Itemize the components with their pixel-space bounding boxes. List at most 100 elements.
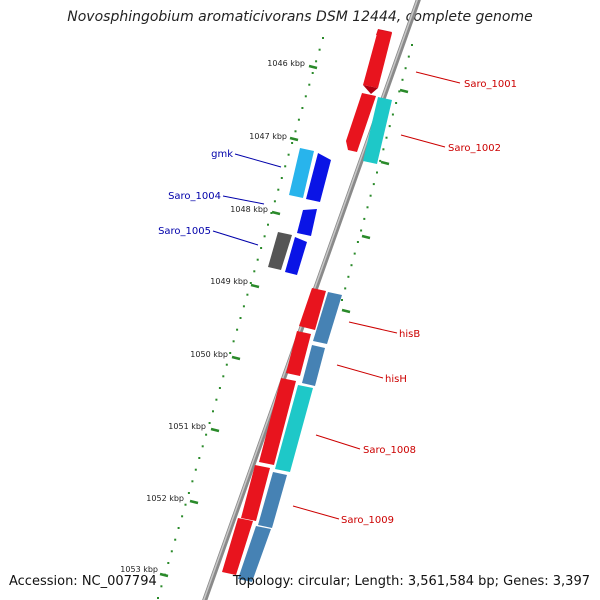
gene-blue-small[interactable] <box>297 209 317 236</box>
gene-hisb-red[interactable] <box>299 288 326 330</box>
gene-saro-1009-red-a[interactable] <box>241 465 270 521</box>
track-dot <box>297 118 300 121</box>
gene-label-saro-1004[interactable]: Saro_1004 <box>168 191 221 202</box>
axis-tick-1048: 1048 kbp <box>230 205 281 216</box>
gene-saro-1002-red[interactable] <box>346 93 376 152</box>
track-dot <box>187 492 190 494</box>
track-dot <box>236 328 239 331</box>
axis-label-1047: 1047 kbp <box>249 132 287 141</box>
track-dot <box>366 206 369 209</box>
gene-label-saro-1001[interactable]: Saro_1001 <box>464 79 517 90</box>
left-dotted-track <box>157 37 324 599</box>
track-dot <box>194 468 197 471</box>
track-dot <box>341 299 343 301</box>
track-dot <box>215 398 218 401</box>
track-dot <box>287 153 290 156</box>
track-dot <box>391 113 394 116</box>
track-dot <box>198 457 201 459</box>
track-dot <box>232 340 235 343</box>
axis-label-1046: 1046 kbp <box>267 59 305 68</box>
track-dot <box>260 247 263 249</box>
topology-text: Topology: circular; Length: 3,561,584 bp… <box>232 574 590 589</box>
track-dot <box>184 503 187 506</box>
gene-label-saro-1008[interactable]: Saro_1008 <box>363 445 416 456</box>
track-dot <box>277 188 280 191</box>
gene-saro-1005-gray[interactable] <box>268 232 292 270</box>
genome-title: Novosphingobium aromaticivorans DSM 1244… <box>67 9 533 25</box>
track-dot <box>205 433 208 436</box>
track-dot <box>344 287 347 290</box>
gene-saro-1009-steel-a[interactable] <box>258 472 287 528</box>
track-dot <box>311 72 314 74</box>
track-dot <box>157 597 159 599</box>
track-dot <box>322 37 324 39</box>
axis-label-1050: 1050 kbp <box>190 350 228 359</box>
axis-tick-1047: 1047 kbp <box>249 132 299 142</box>
track-dot <box>379 159 382 162</box>
callout-lines-left <box>212 153 282 246</box>
track-dot <box>177 527 180 529</box>
track-dot <box>318 48 321 51</box>
right-dotted-track <box>341 44 413 301</box>
gene-saro-1004-dark[interactable] <box>306 153 331 202</box>
track-dot <box>160 585 163 588</box>
track-dot <box>201 445 204 448</box>
track-dot <box>191 480 194 483</box>
track-dot <box>239 317 242 319</box>
track-dot <box>382 148 385 151</box>
right-track-markers <box>341 88 409 314</box>
track-dot <box>350 264 353 267</box>
axis-label-1048: 1048 kbp <box>230 205 268 214</box>
track-dot <box>212 410 214 413</box>
track-dot <box>398 90 401 93</box>
track-dot <box>315 60 318 63</box>
track-dot <box>170 550 173 553</box>
axis-label-1051: 1051 kbp <box>168 422 206 431</box>
track-dot <box>167 562 170 564</box>
gene-label-saro-1009[interactable]: Saro_1009 <box>341 515 394 526</box>
track-dot <box>225 363 228 366</box>
track-dot <box>246 293 249 296</box>
gene-label-saro-1002[interactable]: Saro_1002 <box>448 143 501 154</box>
track-dot <box>407 55 410 58</box>
gene-saro-1002-cyan[interactable] <box>363 97 392 164</box>
gene-label-saro-1005[interactable]: Saro_1005 <box>158 226 211 237</box>
gene-saro-1008-cyan[interactable] <box>275 385 313 472</box>
gene-hish-steel[interactable] <box>302 345 325 386</box>
gene-gmk[interactable] <box>289 148 314 198</box>
gene-label-hish[interactable]: hisH <box>385 374 407 385</box>
track-dot <box>353 252 356 255</box>
track-dot <box>356 241 359 243</box>
track-dot <box>304 95 307 98</box>
track-dot <box>385 136 388 139</box>
track-dot <box>218 387 221 389</box>
axis-label-1049: 1049 kbp <box>210 277 248 286</box>
track-dot <box>372 183 375 186</box>
track-dot <box>347 275 350 278</box>
gene-saro-1005-blue[interactable] <box>285 237 307 275</box>
callout-lines-right <box>292 71 461 520</box>
gene-label-hisb[interactable]: hisB <box>399 329 420 340</box>
gene-label-gmk[interactable]: gmk <box>211 149 233 160</box>
track-dot <box>263 235 266 238</box>
track-dot <box>270 212 273 214</box>
gene-hisb-steel[interactable] <box>313 292 342 344</box>
track-dot <box>411 44 413 46</box>
track-dot <box>253 270 256 273</box>
gene-saro-1009-red-b[interactable] <box>222 518 253 575</box>
track-dot <box>273 200 276 203</box>
track-dot <box>267 223 269 226</box>
gene-saro-1008-red[interactable] <box>259 378 296 465</box>
track-dot <box>404 67 407 70</box>
gene-saro-1009-steel-b[interactable] <box>238 526 271 582</box>
axis-tick-1046: 1046 kbp <box>267 59 318 70</box>
axis-tick-1050: 1050 kbp <box>190 350 241 361</box>
track-dot <box>363 217 366 220</box>
track-dot <box>181 515 184 518</box>
track-dot <box>249 282 252 284</box>
gene-saro-1001[interactable] <box>363 29 392 94</box>
track-dot <box>280 177 283 179</box>
track-dot <box>284 165 287 168</box>
gene-hish-red[interactable] <box>286 331 311 376</box>
